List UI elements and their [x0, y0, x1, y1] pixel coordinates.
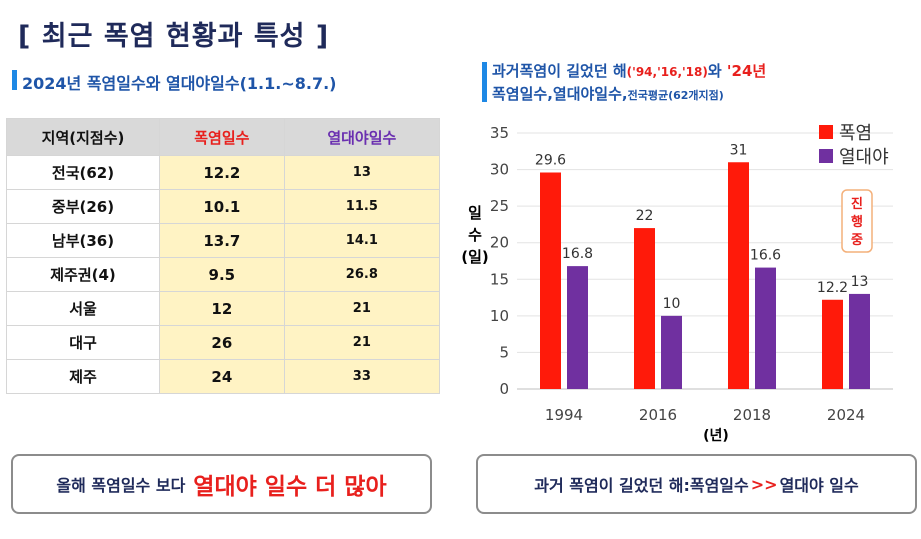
x-tick-label: 2018 — [733, 406, 771, 424]
data-label: 22 — [636, 208, 654, 224]
bar-tropical-night-2016 — [661, 315, 682, 389]
tropical-cell: 21 — [283, 291, 441, 326]
subtitle-part2: 와 — [707, 62, 722, 80]
subtitle-part4: 전국평균(62개지점) — [627, 89, 724, 102]
y-axis-label-3: (일) — [461, 248, 489, 266]
y-tick-label: 35 — [490, 124, 509, 142]
table-row: 남부(36) 13.7 14.1 — [6, 223, 441, 258]
table-row: 대구 26 21 — [6, 325, 441, 360]
table-row: 전국(62) 12.2 13 — [6, 155, 441, 190]
legend-swatch — [819, 125, 833, 139]
bar-heatwave-2018 — [728, 162, 749, 389]
x-tick-label: 1994 — [545, 406, 583, 424]
table-row: 중부(26) 10.1 11.5 — [6, 189, 441, 224]
bar-tropical-night-2024 — [849, 293, 870, 389]
tropical-cell: 11.5 — [283, 189, 441, 224]
y-tick-label: 15 — [490, 270, 509, 288]
heat-stats-table: 지역(지점수) 폭염일수 열대야일수 전국(62) 12.2 13 중부(26) 10… — [6, 118, 441, 394]
header-heatwave-days: 폭염일수 — [159, 118, 285, 156]
region-cell: 서울 — [6, 291, 160, 326]
data-label: 29.6 — [535, 152, 566, 168]
legend-label: 열대야 — [839, 147, 889, 168]
callout-arrow: >> — [750, 474, 778, 494]
data-label: 12.2 — [817, 280, 848, 296]
table-subtitle: 2024년 폭염일수와 열대야일수(1.1.~8.7.) — [22, 74, 337, 93]
heat-cell: 10.1 — [159, 189, 285, 224]
region-cell: 제주권(4) — [6, 257, 160, 292]
annotation-char-1: 진 — [851, 196, 863, 212]
heat-cell: 9.5 — [159, 257, 285, 292]
heat-cell: 24 — [159, 359, 285, 394]
left-summary-callout: 올해 폭염일수 보다 열대야 일수 더 많아 — [11, 454, 432, 514]
y-tick-label: 0 — [499, 380, 509, 398]
tropical-cell: 13 — [283, 155, 441, 190]
bar-heatwave-1994 — [540, 172, 561, 389]
in-progress-badge — [841, 189, 873, 253]
data-label: 16.6 — [750, 248, 781, 264]
x-axis-ticks: 1994 2016 2018 2024 — [545, 406, 865, 424]
subtitle-years: ('94,'16,'18) — [626, 65, 708, 79]
region-cell: 대구 — [6, 325, 160, 360]
subtitle-part1: 과거폭염이 길었던 해 — [492, 62, 627, 80]
region-cell: 제주 — [6, 359, 160, 394]
legend-swatch — [819, 149, 833, 163]
callout-right: 열대야 일수 — [779, 476, 859, 495]
y-tick-label: 30 — [490, 161, 509, 179]
y-tick-label: 5 — [499, 343, 509, 361]
x-tick-label: 2024 — [827, 406, 865, 424]
data-label: 10 — [663, 296, 681, 312]
table-row: 서울 12 21 — [6, 291, 441, 326]
bar-heatwave-2024 — [822, 299, 843, 389]
y-axis-ticks: 0 5 10 15 20 25 30 35 — [490, 124, 509, 398]
bar-heatwave-2016 — [634, 228, 655, 389]
callout-prefix: 올해 폭염일수 보다 — [56, 476, 186, 495]
bars — [540, 162, 870, 389]
heat-cell: 13.7 — [159, 223, 285, 258]
chart-subtitle-line2: 폭염일수,열대야일수,전국평균(62개지점) — [492, 83, 766, 107]
tropical-cell: 26.8 — [283, 257, 441, 292]
bar-tropical-night-2018 — [755, 267, 776, 389]
data-labels: 29.6 16.8 22 10 31 16.6 12.2 13 — [535, 142, 869, 312]
y-axis-label-2: 수 — [468, 226, 482, 244]
subtitle-marker — [12, 70, 17, 90]
table-header-row: 지역(지점수) 폭염일수 열대야일수 — [6, 118, 441, 156]
y-axis-label-1: 일 — [468, 204, 482, 222]
callout-left: 과거 폭염이 길었던 해:폭염일수 — [534, 476, 749, 495]
subtitle-year24: '24년 — [726, 62, 767, 80]
page-title: [ 최근 폭염 현황과 특성 ] — [18, 21, 330, 52]
right-summary-callout: 과거 폭염이 길었던 해:폭염일수 >> 열대야 일수 — [476, 454, 917, 514]
header-tropical-night-days: 열대야일수 — [283, 118, 441, 156]
heat-cell: 26 — [159, 325, 285, 360]
chart-subtitle: 과거폭염이 길었던 해('94,'16,'18)와 '24년 폭염일수,열대야일… — [492, 60, 766, 107]
annotation-char-3: 중 — [851, 233, 863, 248]
callout-emphasis: 열대야 일수 더 많아 — [193, 474, 387, 500]
annotation-char-2: 행 — [851, 214, 863, 230]
data-label: 16.8 — [562, 246, 593, 262]
table-row: 제주권(4) 9.5 26.8 — [6, 257, 441, 292]
y-tick-label: 10 — [490, 307, 509, 325]
y-tick-label: 20 — [490, 234, 509, 252]
tropical-cell: 33 — [283, 359, 441, 394]
data-label: 13 — [851, 274, 869, 290]
chart-subtitle-marker — [482, 62, 487, 102]
tropical-cell: 14.1 — [283, 223, 441, 258]
bar-tropical-night-1994 — [567, 266, 588, 389]
x-tick-label: 2016 — [639, 406, 677, 424]
header-region: 지역(지점수) — [6, 118, 160, 156]
region-cell: 중부(26) — [6, 189, 160, 224]
y-tick-label: 25 — [490, 197, 509, 215]
chart-subtitle-line1: 과거폭염이 길었던 해('94,'16,'18)와 '24년 — [492, 60, 766, 83]
subtitle-part3: 폭염일수,열대야일수, — [492, 85, 628, 103]
data-label: 31 — [730, 142, 748, 158]
heat-cell: 12 — [159, 291, 285, 326]
legend-label: 폭염 — [839, 123, 872, 144]
table-row: 제주 24 33 — [6, 359, 441, 394]
tropical-cell: 21 — [283, 325, 441, 360]
heat-cell: 12.2 — [159, 155, 285, 190]
region-cell: 전국(62) — [6, 155, 160, 190]
x-axis-label: (년) — [703, 428, 729, 444]
region-cell: 남부(36) — [6, 223, 160, 258]
